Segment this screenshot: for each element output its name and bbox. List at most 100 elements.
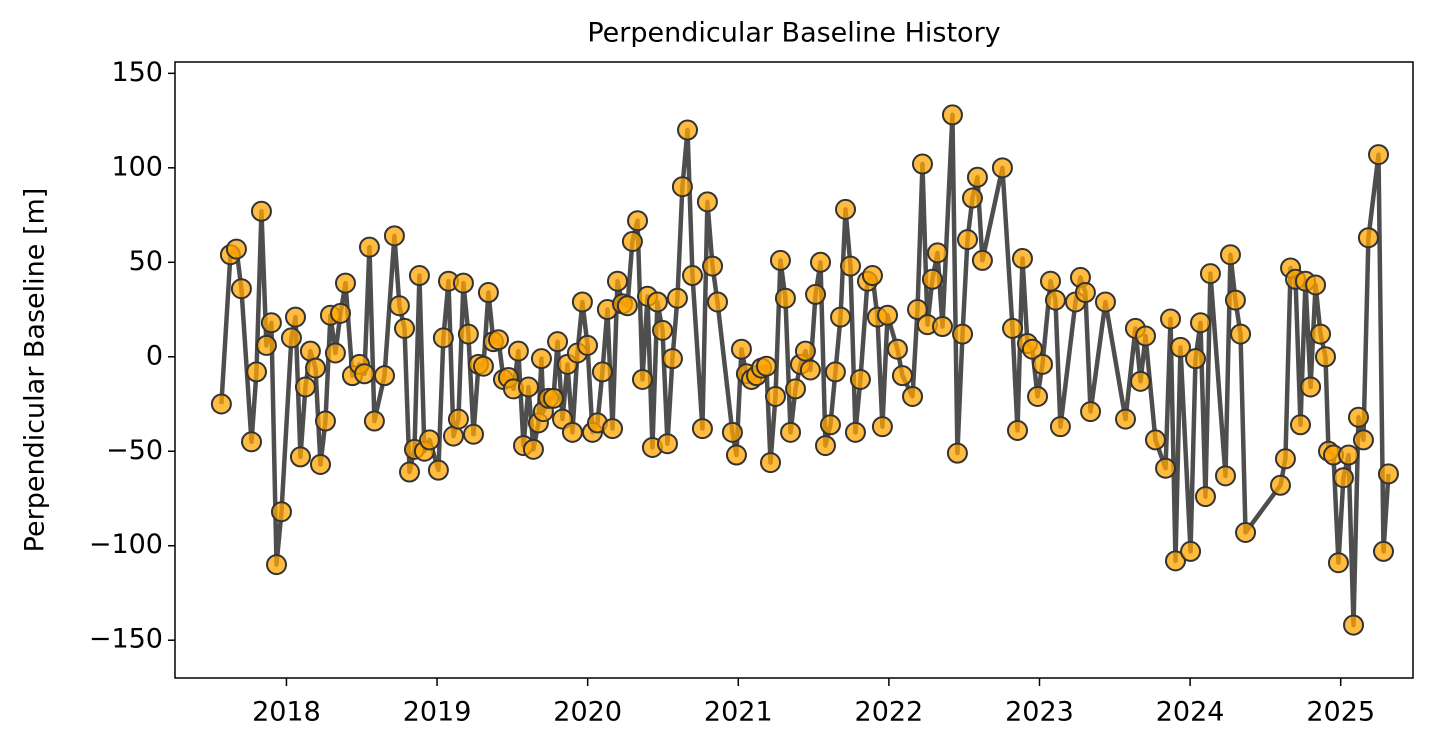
x-tick-label: 2023: [1005, 697, 1074, 728]
x-tick-label: 2022: [855, 697, 924, 728]
data-point: [1135, 325, 1157, 347]
data-point: [602, 418, 624, 440]
x-tick-label: 2019: [403, 697, 472, 728]
data-point: [760, 452, 782, 474]
data-point: [810, 251, 832, 273]
data-point: [1199, 263, 1221, 285]
y-tick-label: −50: [106, 435, 163, 466]
data-point: [1180, 540, 1202, 562]
data-point: [1021, 338, 1043, 360]
x-tick-label: 2021: [704, 697, 773, 728]
data-point: [946, 442, 968, 464]
data-point: [1327, 552, 1349, 574]
data-point: [241, 431, 263, 453]
plot-frame: [174, 61, 1414, 679]
data-point: [314, 410, 336, 432]
data-point: [591, 361, 613, 383]
data-point: [270, 501, 292, 523]
data-point: [1007, 419, 1029, 441]
data-point: [447, 408, 469, 430]
data-point: [334, 272, 356, 294]
data-point: [861, 265, 883, 287]
x-tick-label: 2024: [1156, 697, 1225, 728]
data-point: [1300, 376, 1322, 398]
data-point: [606, 270, 628, 292]
y-tick-label: 100: [111, 151, 163, 182]
data-point: [427, 459, 449, 481]
data-point: [1080, 401, 1102, 423]
data-point: [805, 283, 827, 305]
data-point: [284, 306, 306, 328]
data-point: [621, 231, 643, 253]
data-point: [358, 236, 380, 258]
data-point: [1039, 270, 1061, 292]
x-tick-label: 2025: [1306, 697, 1375, 728]
data-point: [769, 249, 791, 271]
data-point: [1032, 353, 1054, 375]
data-point: [571, 291, 593, 313]
data-point: [966, 166, 988, 188]
data-point: [547, 331, 569, 353]
data-point: [1164, 550, 1186, 572]
data-point: [957, 229, 979, 251]
data-point: [388, 295, 410, 317]
data-point: [1144, 429, 1166, 451]
data-point: [952, 323, 974, 345]
data-point: [472, 355, 494, 377]
data-point: [1310, 323, 1332, 345]
x-tick-label: 2018: [252, 697, 321, 728]
data-point: [627, 210, 649, 232]
data-point: [522, 438, 544, 460]
data-point: [877, 304, 899, 326]
data-point: [941, 104, 963, 126]
data-point: [1347, 406, 1369, 428]
data-point: [245, 361, 267, 383]
data-point: [1002, 317, 1024, 339]
data-point: [305, 357, 327, 379]
data-point: [1269, 474, 1291, 496]
data-point: [755, 355, 777, 377]
y-tick-label: −150: [89, 624, 163, 655]
data-point: [225, 238, 247, 260]
data-point: [656, 433, 678, 455]
y-tick-label: 50: [129, 246, 163, 277]
data-point: [419, 429, 441, 451]
data-point: [1368, 144, 1390, 166]
data-point: [1049, 416, 1071, 438]
data-point: [1189, 312, 1211, 334]
data-point: [681, 265, 703, 287]
data-point: [463, 423, 485, 445]
data-point: [691, 418, 713, 440]
data-point: [652, 319, 674, 341]
data-point: [398, 461, 420, 483]
data-point: [1219, 244, 1241, 266]
data-point: [330, 302, 352, 324]
data-point: [324, 342, 346, 364]
data-point: [363, 410, 385, 432]
data-point: [1274, 448, 1296, 470]
data-point: [721, 421, 743, 443]
data-point: [661, 348, 683, 370]
data-point: [871, 416, 893, 438]
data-point: [891, 365, 913, 387]
data-point: [561, 421, 583, 443]
data-point: [530, 348, 552, 370]
data-point: [931, 316, 953, 338]
data-point: [1357, 227, 1379, 249]
data-point: [886, 338, 908, 360]
data-point: [309, 453, 331, 475]
data-point: [517, 376, 539, 398]
data-point: [1372, 540, 1394, 562]
data-point: [1114, 408, 1136, 430]
data-point: [927, 242, 949, 264]
y-tick-label: 150: [111, 57, 163, 88]
chart-title: Perpendicular Baseline History: [587, 18, 1000, 49]
data-point: [577, 334, 599, 356]
data-point: [1314, 346, 1336, 368]
data-point: [677, 119, 699, 141]
data-point: [671, 176, 693, 198]
data-point: [1169, 336, 1191, 358]
data-point: [961, 187, 983, 209]
data-point: [814, 435, 836, 457]
